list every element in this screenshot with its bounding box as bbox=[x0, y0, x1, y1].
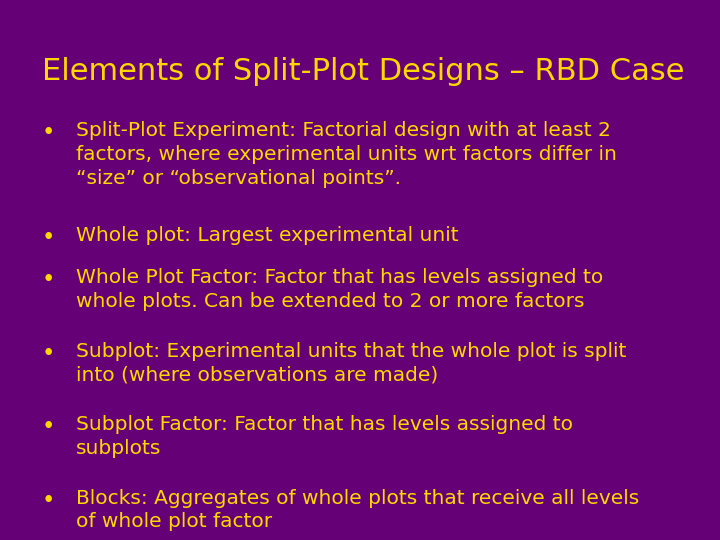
Text: •: • bbox=[42, 489, 55, 512]
Text: •: • bbox=[42, 268, 55, 292]
Text: Subplot Factor: Factor that has levels assigned to
subplots: Subplot Factor: Factor that has levels a… bbox=[76, 415, 572, 458]
Text: •: • bbox=[42, 226, 55, 249]
Text: •: • bbox=[42, 342, 55, 365]
Text: •: • bbox=[42, 415, 55, 438]
Text: Whole plot: Largest experimental unit: Whole plot: Largest experimental unit bbox=[76, 226, 458, 245]
Text: Split-Plot Experiment: Factorial design with at least 2
factors, where experimen: Split-Plot Experiment: Factorial design … bbox=[76, 122, 616, 187]
Text: Blocks: Aggregates of whole plots that receive all levels
of whole plot factor: Blocks: Aggregates of whole plots that r… bbox=[76, 489, 639, 531]
Text: Whole Plot Factor: Factor that has levels assigned to
whole plots. Can be extend: Whole Plot Factor: Factor that has level… bbox=[76, 268, 603, 311]
Text: •: • bbox=[42, 122, 55, 145]
Text: Elements of Split-Plot Designs – RBD Case: Elements of Split-Plot Designs – RBD Cas… bbox=[42, 57, 684, 86]
Text: Subplot: Experimental units that the whole plot is split
into (where observation: Subplot: Experimental units that the who… bbox=[76, 342, 626, 384]
